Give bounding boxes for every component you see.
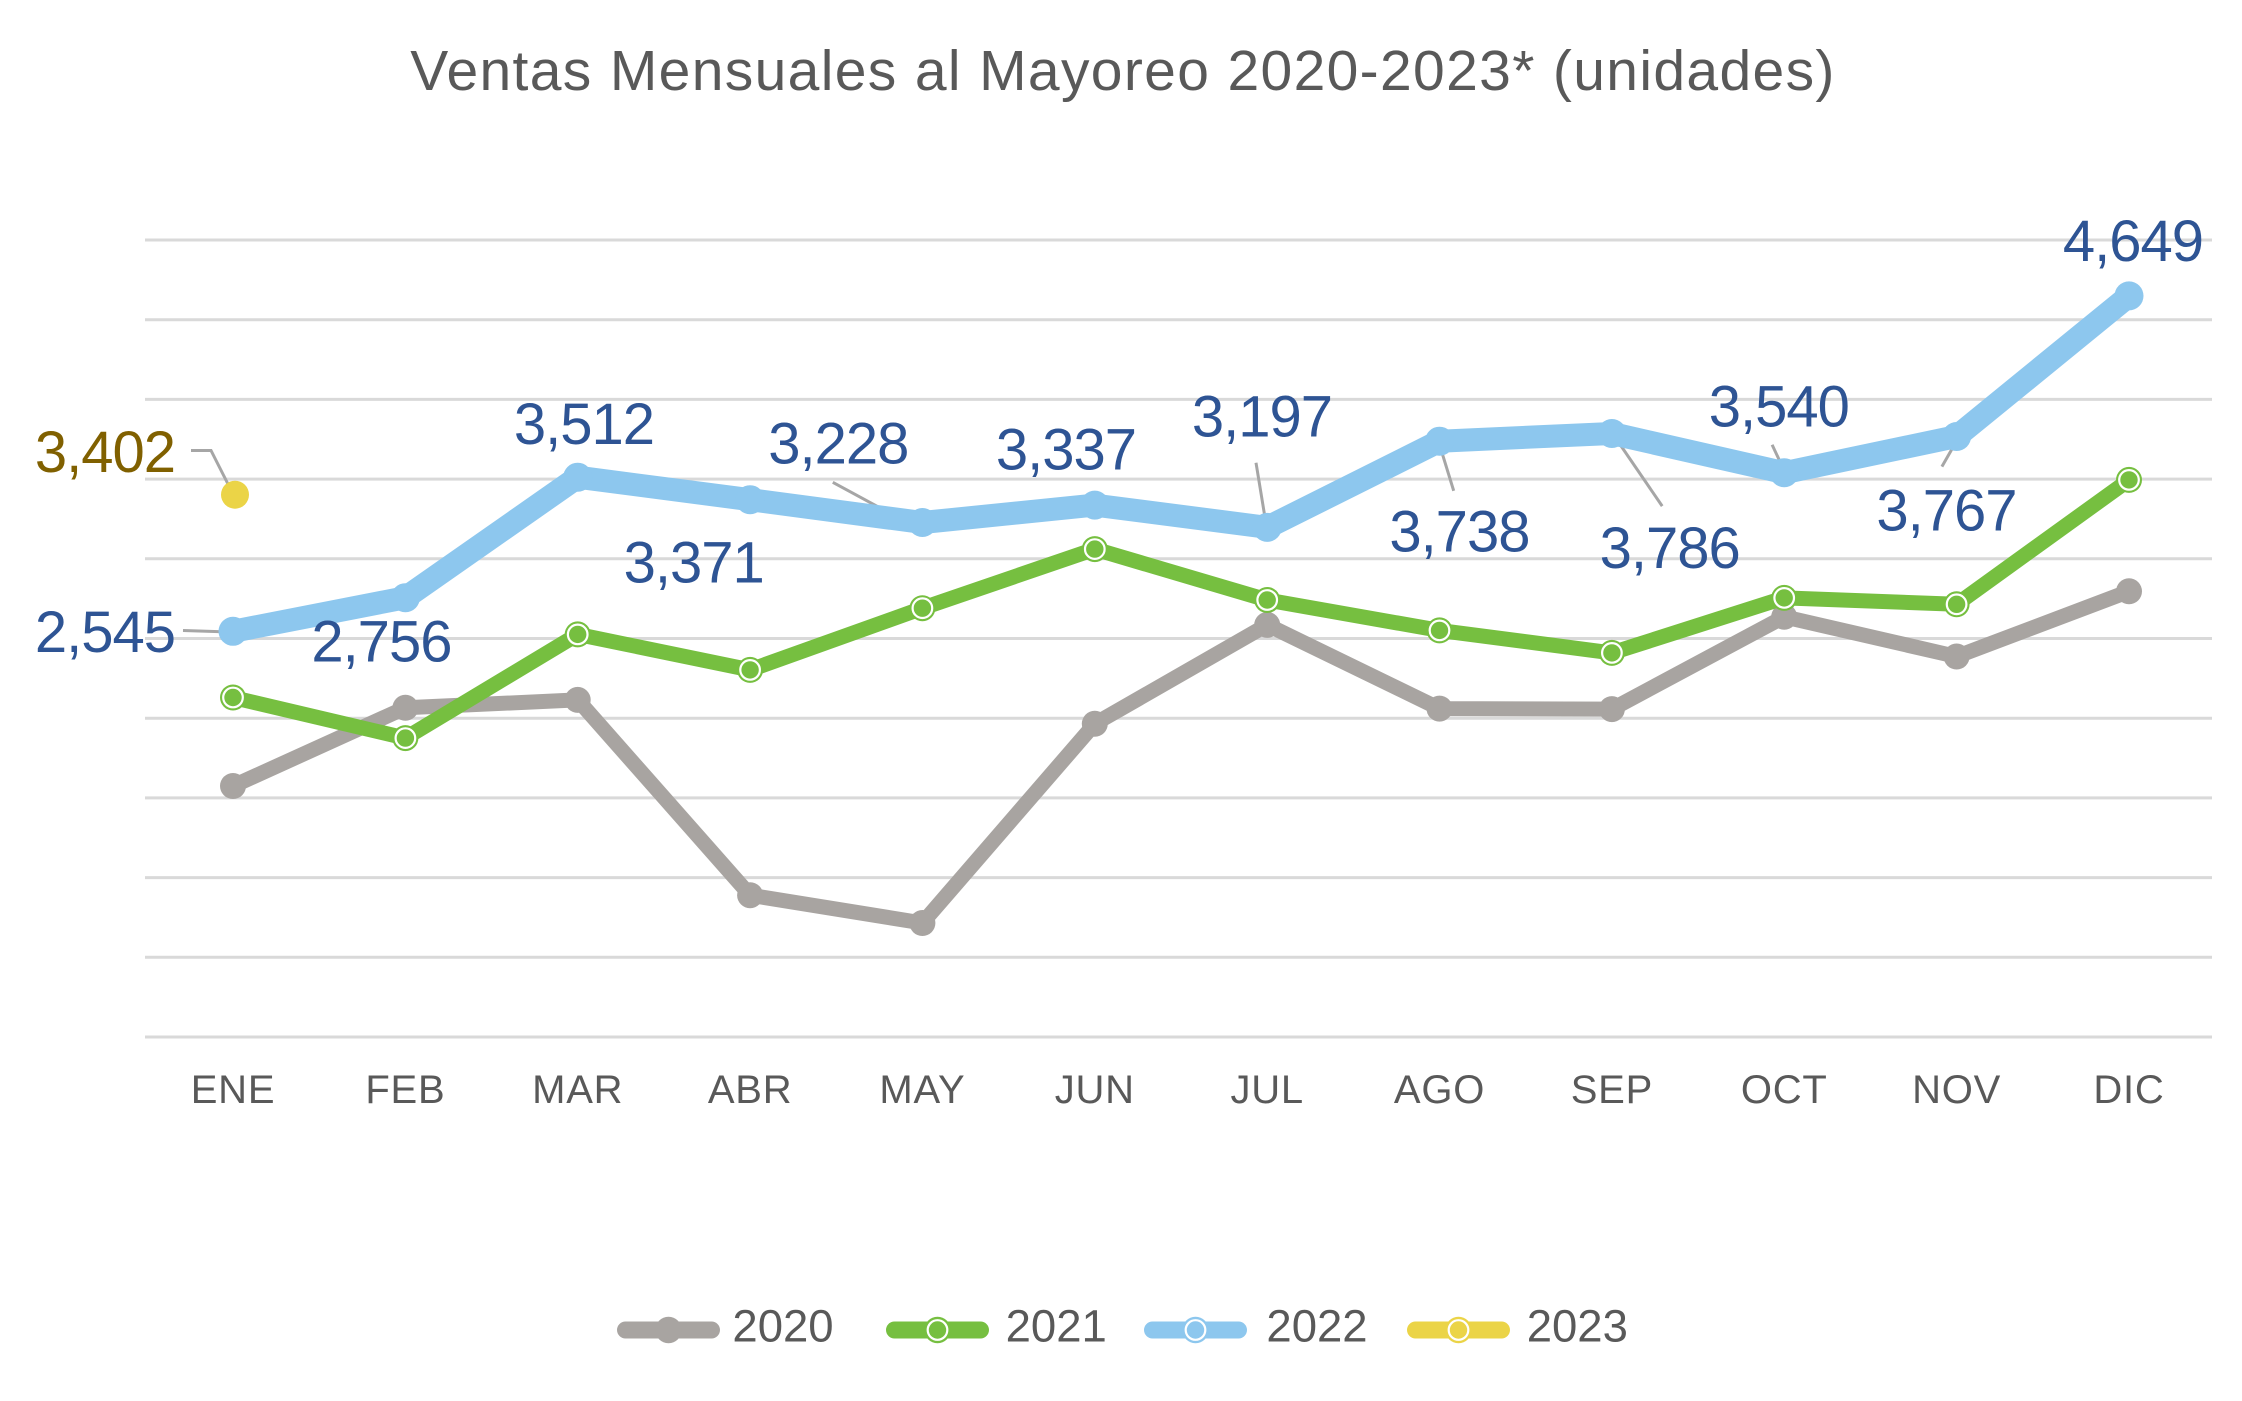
svg-text:ENE: ENE (191, 1068, 276, 1112)
svg-text:2021: 2021 (1006, 1301, 1107, 1352)
svg-text:3,197: 3,197 (1192, 385, 1332, 450)
svg-text:2,545: 2,545 (35, 600, 175, 665)
svg-text:ABR: ABR (708, 1068, 793, 1112)
svg-text:FEB: FEB (365, 1068, 445, 1112)
svg-text:SEP: SEP (1571, 1068, 1653, 1112)
svg-text:JUL: JUL (1231, 1068, 1304, 1112)
svg-text:NOV: NOV (1912, 1068, 2001, 1112)
svg-text:3,540: 3,540 (1709, 375, 1849, 440)
svg-text:JUN: JUN (1055, 1068, 1135, 1112)
svg-text:AGO: AGO (1394, 1068, 1485, 1112)
svg-text:3,786: 3,786 (1600, 516, 1740, 581)
svg-text:4,649: 4,649 (2063, 209, 2203, 274)
svg-text:3,337: 3,337 (996, 418, 1136, 483)
svg-text:2020: 2020 (732, 1301, 833, 1352)
svg-text:2023: 2023 (1527, 1301, 1628, 1352)
svg-text:DIC: DIC (2093, 1068, 2164, 1112)
svg-text:3,767: 3,767 (1876, 479, 2016, 544)
svg-text:3,512: 3,512 (514, 392, 654, 457)
svg-text:3,402: 3,402 (35, 420, 175, 485)
svg-text:MAY: MAY (879, 1068, 965, 1112)
svg-text:3,371: 3,371 (624, 531, 764, 596)
svg-text:MAR: MAR (532, 1068, 623, 1112)
svg-text:OCT: OCT (1741, 1068, 1828, 1112)
svg-text:Ventas Mensuales al Mayoreo 20: Ventas Mensuales al Mayoreo 2020-2023* (… (410, 39, 1836, 103)
svg-text:2022: 2022 (1266, 1301, 1367, 1352)
svg-text:3,228: 3,228 (768, 412, 908, 477)
svg-text:3,738: 3,738 (1389, 499, 1529, 564)
svg-text:2,756: 2,756 (311, 610, 451, 675)
